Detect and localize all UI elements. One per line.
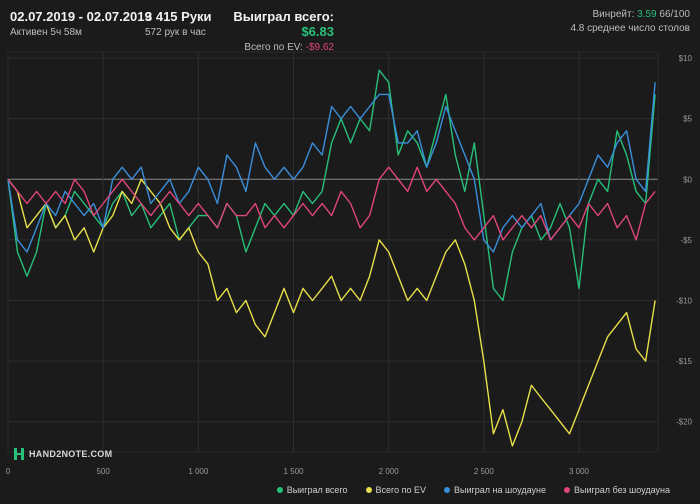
won-block: Выиграл всего: $6.83 Всего по EV: -$9.62 <box>230 9 334 53</box>
series-ev-line <box>7 178 656 447</box>
won-total-label: Выиграл всего: <box>233 9 334 24</box>
series-won-total-line <box>7 69 656 302</box>
y-tick-label: $0 <box>683 175 692 184</box>
hands-per-hour: 572 рук в час <box>145 27 206 38</box>
winrate-suffix: 66/100 <box>659 9 690 20</box>
hand2note-mark-icon <box>14 448 24 460</box>
legend-item[interactable]: Выиграл на шоудауне <box>444 485 546 495</box>
y-tick-label: -$15 <box>676 357 693 366</box>
x-tick-label: 500 <box>96 467 110 476</box>
logo-text: HAND2NOTE.COM <box>29 449 113 459</box>
legend-dot-icon <box>365 487 372 493</box>
ev-value: -$9.62 <box>305 42 334 53</box>
legend-dot-icon <box>564 487 570 493</box>
y-tick-label: $5 <box>683 115 692 124</box>
x-tick-label: 2 500 <box>474 467 495 476</box>
x-tick-label: 1 000 <box>188 467 209 476</box>
avg-tables: 4.8 среднее число столов <box>570 23 690 34</box>
legend-label: Выиграл без шоудауна <box>574 485 670 495</box>
y-tick-label: $10 <box>679 54 693 63</box>
profit-chart[interactable]: $10 $5 $0 -$5 -$10 -$15 -$20 0 500 1 000 1 500 2 00… <box>0 44 700 504</box>
x-tick-label: 0 <box>6 467 11 476</box>
chart-grid <box>7 51 659 453</box>
legend-dot-icon <box>276 487 283 493</box>
date-block: 02.07.2019 - 02.07.2019 Активен 5ч 58м <box>10 9 152 38</box>
summary-header: 02.07.2019 - 02.07.2019 Активен 5ч 58м 3… <box>0 0 700 53</box>
legend-label: Всего по EV <box>375 485 427 495</box>
chart-legend: Выиграл всего Всего по EV Выиграл на шоуда… <box>276 485 670 495</box>
legend-label: Выиграл всего <box>286 485 348 495</box>
x-tick-label: 1 500 <box>283 467 304 476</box>
legend-label: Выиграл на шоудауне <box>454 485 546 495</box>
winrate: Винрейт: 3.59 66/100 <box>520 9 690 20</box>
active-time: Активен 5ч 58м <box>10 27 82 38</box>
legend-item[interactable]: Выиграл всего <box>276 485 348 495</box>
legend-dot-icon <box>444 487 451 493</box>
chart-ticks: $10 $5 $0 -$5 -$10 -$15 -$20 0 500 1 000 1 500 2 00… <box>6 54 693 476</box>
legend-item[interactable]: Выиграл без шоудауна <box>564 485 670 495</box>
x-tick-label: 3 000 <box>569 467 590 476</box>
series-no-showdown-line <box>7 166 656 241</box>
ev-label: Всего по EV: <box>244 42 303 53</box>
won-total-value: $6.83 <box>301 24 334 39</box>
plot-frame <box>7 51 659 453</box>
chart-series <box>7 69 656 447</box>
y-tick-label: -$5 <box>680 236 692 245</box>
winrate-label: Винрейт: <box>592 9 635 20</box>
hands-block: 3 415 Руки 572 рук в час <box>145 9 212 38</box>
y-tick-label: -$20 <box>676 418 693 427</box>
legend-item[interactable]: Всего по EV <box>365 485 427 495</box>
winrate-block: Винрейт: 3.59 66/100 4.8 среднее число с… <box>520 9 690 34</box>
won-total: Выиграл всего: $6.83 <box>230 9 334 39</box>
y-tick-label: -$10 <box>676 296 693 305</box>
series-showdown-line <box>7 82 656 253</box>
hands-count: 3 415 Руки <box>145 9 212 24</box>
x-tick-label: 2 000 <box>379 467 400 476</box>
winrate-value: 3.59 <box>637 9 657 20</box>
ev-total: Всего по EV: -$9.62 <box>230 42 334 53</box>
date-range[interactable]: 02.07.2019 - 02.07.2019 <box>10 9 152 24</box>
hand2note-logo: HAND2NOTE.COM <box>14 448 112 460</box>
